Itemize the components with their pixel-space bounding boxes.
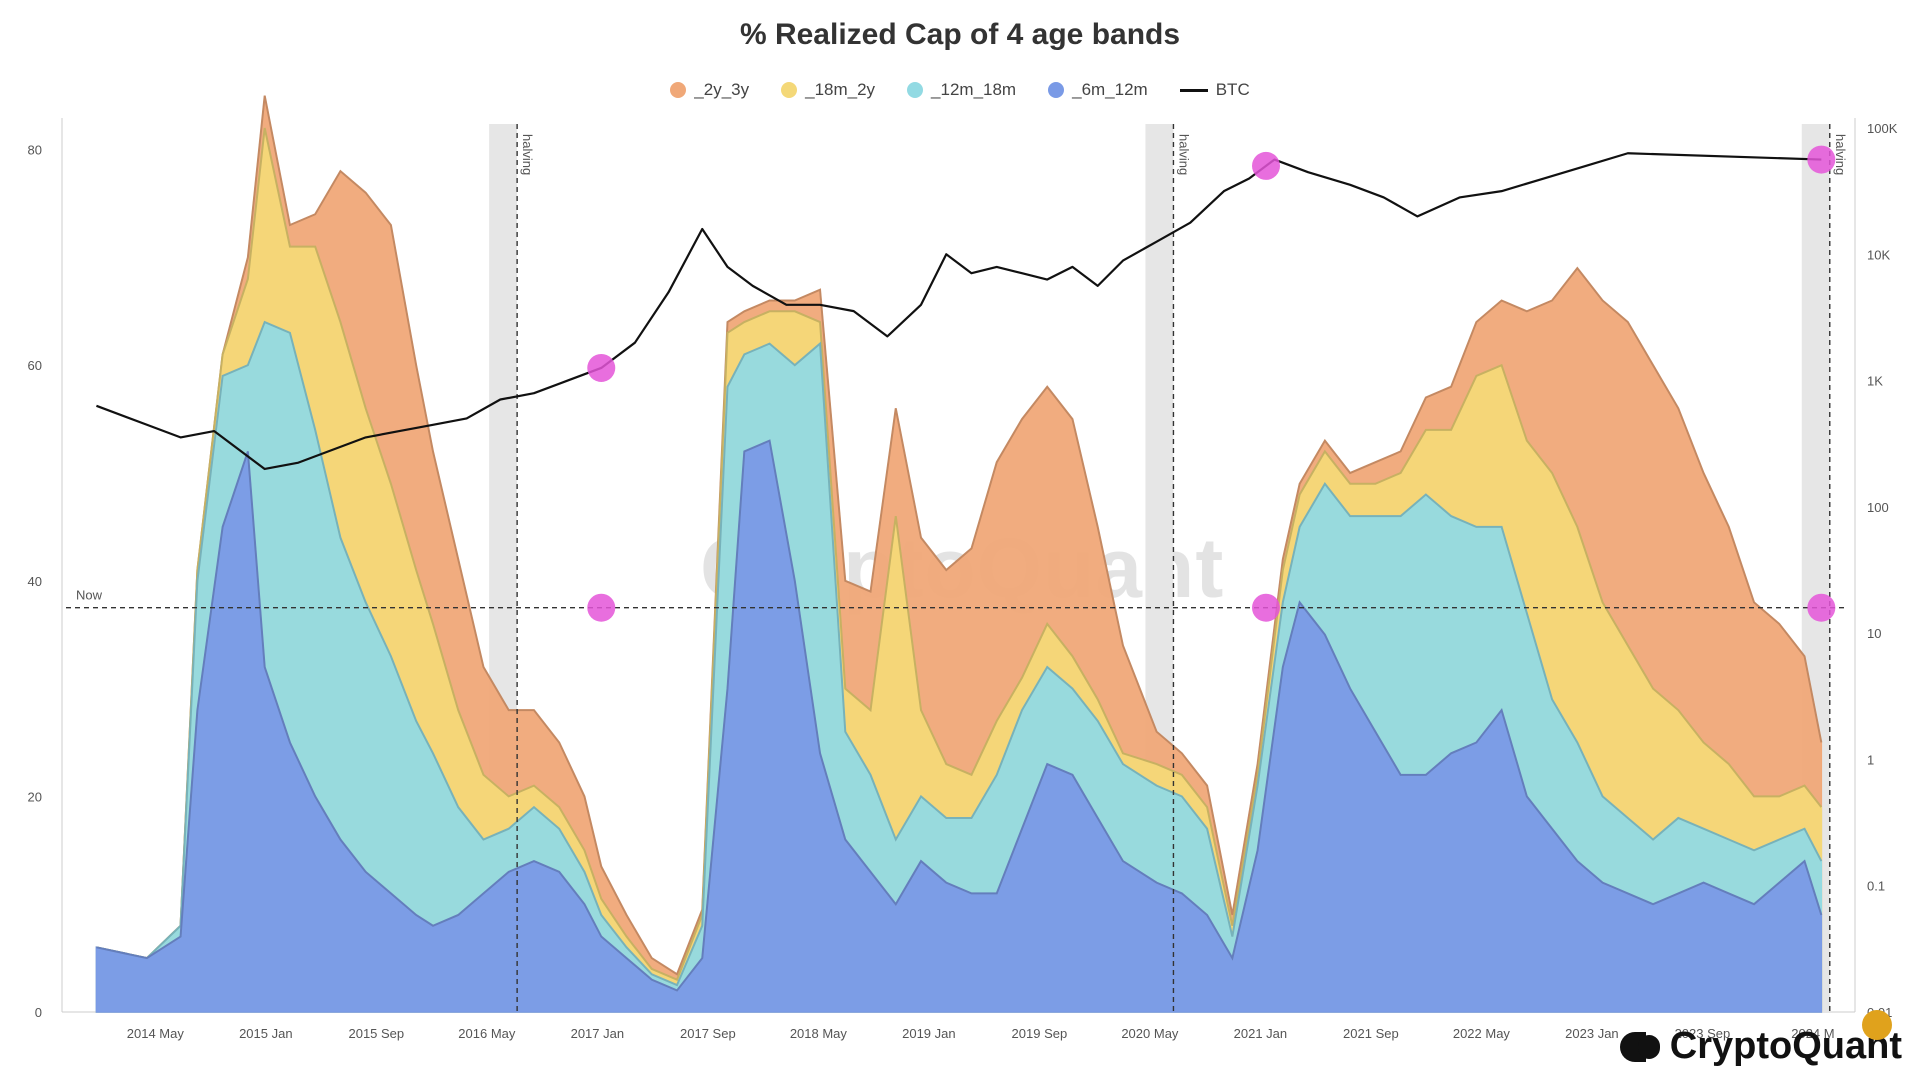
legend-item-6m-12m[interactable]: _6m_12m xyxy=(1048,80,1148,100)
legend-label: _6m_12m xyxy=(1072,80,1148,99)
halving-label: halving xyxy=(520,134,535,175)
btc-marker xyxy=(587,353,616,382)
legend-item-btc[interactable]: BTC xyxy=(1179,80,1250,100)
legend-item-12m-18m[interactable]: _12m_18m xyxy=(907,80,1016,100)
legend-swatch xyxy=(1048,82,1065,98)
y-left-tick-label: 40 xyxy=(28,574,42,589)
y-left-tick-label: 20 xyxy=(28,789,42,804)
y-right-tick-label: 10K xyxy=(1867,247,1890,262)
now-label: Now xyxy=(76,588,103,603)
y-left-tick-label: 0 xyxy=(35,1005,42,1020)
halving-label: halving xyxy=(1833,134,1848,175)
area-18m-2y-edge xyxy=(96,127,1823,981)
x-tick-label: 2021 Jan xyxy=(1234,1026,1288,1041)
legend-label: BTC xyxy=(1215,80,1250,99)
x-tick-label: 2019 Jan xyxy=(902,1026,956,1041)
y-left-tick-label: 80 xyxy=(28,143,42,158)
area-12m-18m-edge xyxy=(96,320,1823,987)
y-right-tick-label: 1K xyxy=(1867,374,1883,389)
btc-marker xyxy=(1252,151,1280,180)
x-tick-label: 2023 Sep xyxy=(1675,1026,1731,1041)
y-right-tick-label: 1 xyxy=(1867,752,1874,767)
x-tick-label: 2015 Jan xyxy=(239,1026,293,1041)
x-tick-label: 2021 Sep xyxy=(1343,1026,1399,1041)
y-right-tick-label: 100K xyxy=(1867,121,1898,136)
now-marker xyxy=(1807,593,1836,622)
btc-line xyxy=(96,152,1822,471)
x-tick-label: 2022 May xyxy=(1453,1026,1511,1041)
x-tick-label: 2015 Sep xyxy=(348,1026,404,1041)
halving-label: halving xyxy=(1176,134,1191,175)
x-tick-label: 2014 May xyxy=(127,1026,185,1041)
btc-marker xyxy=(1807,145,1836,174)
now-marker xyxy=(587,593,616,622)
legend-swatch xyxy=(781,82,798,98)
y-right-tick-label: 0.1 xyxy=(1867,879,1885,894)
legend-item-18m-2y[interactable]: _18m_2y xyxy=(781,80,875,100)
x-tick-label: 2018 May xyxy=(790,1026,848,1041)
legend-label: _18m_2y xyxy=(805,80,876,99)
y-right-tick-label: 100 xyxy=(1867,500,1889,515)
legend-label: _12m_18m xyxy=(931,80,1017,99)
x-tick-label: 2020 May xyxy=(1121,1026,1179,1041)
legend-item-2y-3y[interactable]: _2y_3y xyxy=(670,80,749,100)
x-tick-label: 2017 Jan xyxy=(571,1026,625,1041)
chart-title: % Realized Cap of 4 age bands xyxy=(739,18,1181,51)
x-tick-label: 2024 M xyxy=(1791,1026,1834,1041)
legend: _2y_3y _18m_2y _12m_18m _6m_12m BTC xyxy=(0,80,1920,100)
x-tick-label: 2019 Sep xyxy=(1012,1026,1068,1041)
microphone-icon xyxy=(1862,1010,1892,1040)
now-marker xyxy=(1252,593,1280,622)
y-left-tick-label: 60 xyxy=(28,358,42,373)
brand-mark-icon xyxy=(1619,1031,1660,1062)
legend-swatch xyxy=(907,82,924,98)
x-tick-label: 2016 May xyxy=(458,1026,516,1041)
x-tick-label: 2023 Jan xyxy=(1565,1026,1619,1041)
legend-swatch xyxy=(670,82,687,98)
x-tick-label: 2017 Sep xyxy=(680,1026,736,1041)
brand-logo: CryptoQuant xyxy=(1619,1025,1902,1068)
area-2y-3y-edge xyxy=(96,95,1823,976)
legend-swatch xyxy=(1179,88,1208,92)
area-6m-12m-edge xyxy=(96,439,1823,992)
legend-label: _2y_3y xyxy=(694,80,750,99)
y-right-tick-label: 10 xyxy=(1867,626,1881,641)
